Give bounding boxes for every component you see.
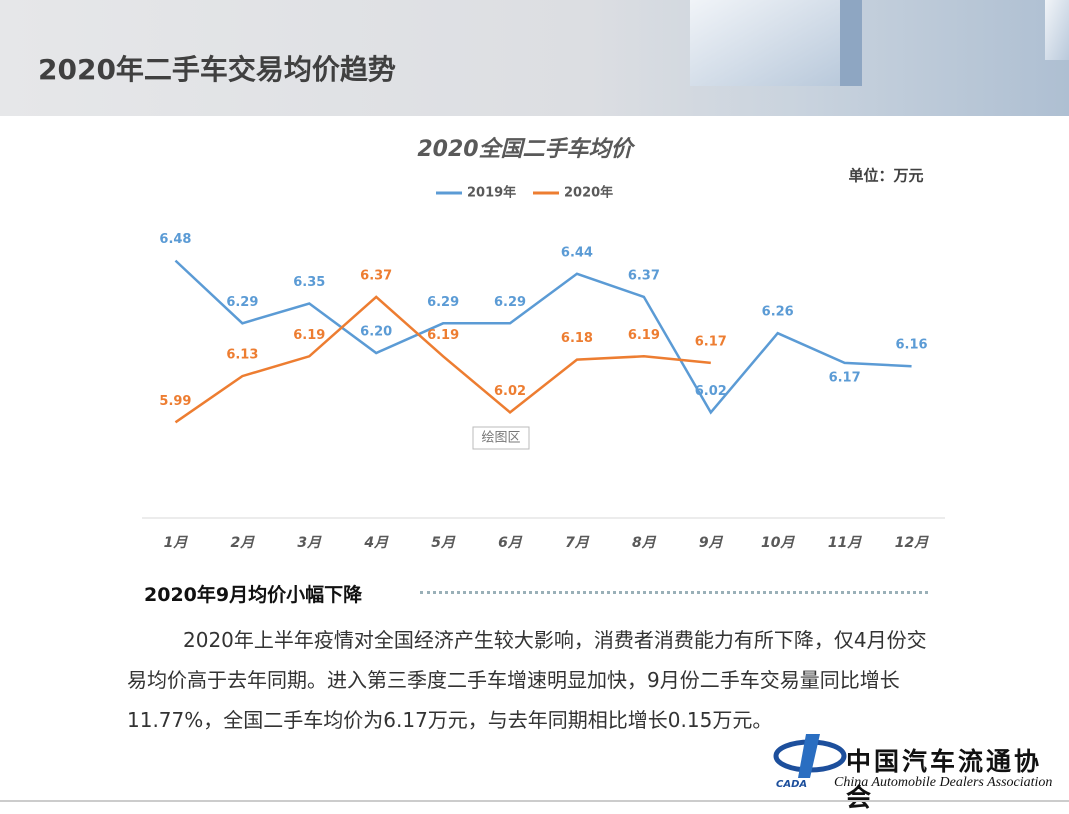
box xyxy=(1045,0,1069,60)
data-label: 6.16 xyxy=(896,338,928,353)
tooltip: 绘图区 xyxy=(481,431,520,446)
data-label: 6.29 xyxy=(427,295,459,310)
x-tick-label: 2月 xyxy=(231,535,256,551)
x-tick-label: 10月 xyxy=(761,535,795,551)
data-label: 6.17 xyxy=(829,370,861,385)
section-heading: 2020年9月均价小幅下降 xyxy=(144,584,363,606)
data-label: 6.19 xyxy=(427,328,459,343)
data-label: 6.19 xyxy=(628,328,660,343)
data-label: 6.02 xyxy=(695,384,727,399)
chart-title: 2020全国二手车均价 xyxy=(417,136,635,162)
box xyxy=(840,0,862,86)
logo-mark xyxy=(773,734,847,778)
data-label: 6.02 xyxy=(494,384,526,399)
series-line xyxy=(174,295,711,424)
legend-label: 2020年 xyxy=(564,185,613,201)
tooltip-box xyxy=(472,426,530,450)
data-label: 6.35 xyxy=(293,275,325,290)
footer-line xyxy=(0,800,1069,802)
data-label: 6.29 xyxy=(226,295,258,310)
data-label: 5.99 xyxy=(159,394,191,409)
x-tick-label: 12月 xyxy=(895,535,929,551)
logo-abbr: CADA xyxy=(776,779,808,790)
x-tick-label: 3月 xyxy=(297,535,322,551)
data-label: 6.44 xyxy=(561,245,593,260)
divider xyxy=(420,591,928,594)
legend-label: 2019年 xyxy=(467,185,516,201)
data-label: 6.37 xyxy=(628,268,660,283)
data-label: 6.37 xyxy=(360,268,392,283)
page-title: 2020年二手车交易均价趋势 xyxy=(38,53,396,86)
x-tick-label: 5月 xyxy=(431,535,456,551)
data-label: 6.19 xyxy=(293,328,325,343)
paragraph: 2020年上半年疫情对全国经济产生较大影响，消费者消费能力有所下降，仅4月份交易… xyxy=(127,628,927,732)
chart: 2020全国二手车均价 单位：万元 绘图区 1月 2月 3月 4月 5月 6月 7月 8月 9月… xyxy=(142,136,945,551)
series-line xyxy=(174,259,912,415)
x-tick-label: 6月 xyxy=(498,535,523,551)
x-tick-label: 11月 xyxy=(828,535,862,551)
x-tick-label: 1月 xyxy=(164,535,189,551)
x-tick-label: 8月 xyxy=(632,535,657,551)
unit-label: 单位：万元 xyxy=(848,167,923,185)
data-label: 6.29 xyxy=(494,295,526,310)
data-label: 6.17 xyxy=(695,334,727,349)
logo-english: China Automobile Dealers Association xyxy=(834,775,1053,790)
x-tick-label: 7月 xyxy=(565,535,590,551)
header-image xyxy=(690,0,1069,86)
header: 2020年二手车交易均价趋势 xyxy=(0,0,1069,116)
data-label: 6.13 xyxy=(226,348,258,363)
data-label: 6.20 xyxy=(360,325,392,340)
x-tick-label: 4月 xyxy=(363,535,389,551)
x-tick-label: 9月 xyxy=(699,535,724,551)
data-label: 6.26 xyxy=(762,305,794,320)
box xyxy=(690,0,840,86)
data-label: 6.18 xyxy=(561,331,593,346)
data-label: 6.48 xyxy=(159,232,191,247)
logo-shape xyxy=(798,734,820,778)
